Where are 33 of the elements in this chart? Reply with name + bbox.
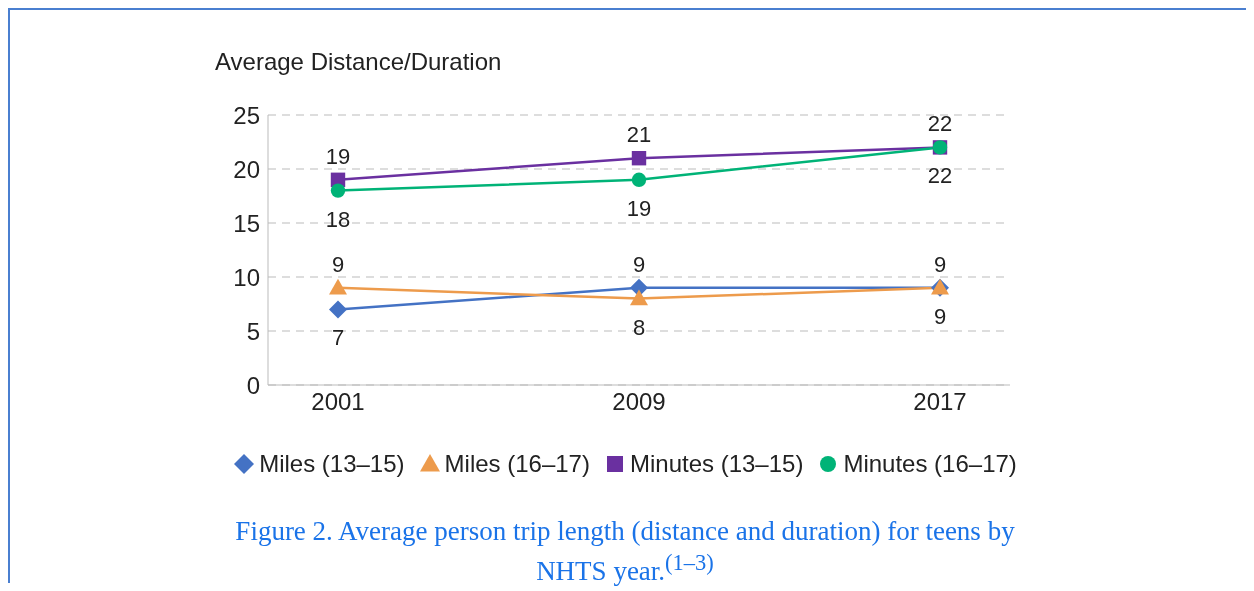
point: [329, 300, 347, 319]
data-label: 19: [626, 195, 652, 221]
y-tick-label: 5: [246, 317, 260, 345]
data-label: 7: [331, 325, 345, 351]
legend-label: Minutes (13–15): [628, 450, 804, 478]
y-tick-label: 20: [233, 155, 260, 183]
legend-label: Miles (16–17): [443, 450, 590, 478]
point: [630, 289, 648, 306]
y-tick-label: 15: [233, 209, 260, 237]
point: [329, 278, 347, 295]
text: Figure 2. Average person trip length (distance and duration) for teens by NHTS year.$^{(1–3)}$: [234, 515, 1016, 587]
x-tick-label: 2017: [913, 388, 967, 416]
y-tick-label: 0: [246, 371, 260, 399]
data-label: 9: [933, 251, 947, 277]
point: [631, 151, 647, 166]
data-label: 22: [927, 111, 953, 137]
data-label: 18: [325, 206, 351, 232]
data-label: 9: [331, 251, 345, 277]
y-axis-title: Average Distance/Duration: [215, 48, 502, 76]
point: [631, 172, 647, 187]
data-label: 22: [927, 163, 953, 189]
data-label: 19: [325, 143, 351, 169]
data-label: 21: [626, 122, 652, 148]
x-tick-label: 2001: [311, 388, 365, 416]
legend-label: Miles (13–15): [258, 450, 405, 478]
data-label: 9: [632, 251, 646, 277]
x-tick-label: 2009: [612, 388, 666, 416]
point: [330, 183, 346, 198]
data-label: 8: [632, 314, 646, 340]
y-tick-label: 10: [233, 263, 260, 291]
legend-label: Minutes (16–17): [842, 450, 1017, 478]
data-label: 9: [933, 303, 947, 329]
y-tick-label: 25: [233, 101, 260, 129]
